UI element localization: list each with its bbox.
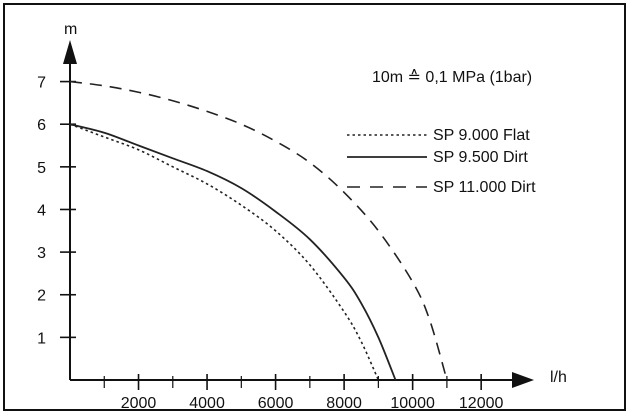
axes [63, 40, 534, 388]
legend-label-0: SP 9.000 Flat [433, 127, 530, 144]
x-axis-label: l/h [550, 369, 567, 386]
x-axis-arrow [512, 372, 534, 388]
x-tick-label-2000: 2000 [121, 395, 157, 412]
ticks: 1 2 3 4 5 6 7 2000 4000 6000 8000 10000 12000 [37, 75, 503, 412]
series-line-1 [69, 123, 397, 381]
x-tick-label-8000: 8000 [326, 395, 362, 412]
y-axis-label: m [64, 21, 77, 38]
x-tick-label-12000: 12000 [459, 395, 504, 412]
y-tick-label-2: 2 [37, 288, 46, 305]
y-tick-label-6: 6 [37, 117, 46, 134]
series-line-0 [69, 123, 380, 381]
y-axis-arrow [63, 40, 77, 64]
y-tick-label-4: 4 [37, 202, 46, 219]
legend-label-1: SP 9.500 Dirt [433, 149, 528, 166]
series-line-2 [69, 80, 448, 381]
y-tick-label-1: 1 [37, 330, 46, 347]
legend: SP 9.000 Flat SP 9.500 Dirt SP 11.000 Dirt [347, 127, 536, 196]
chart-frame [3, 3, 626, 411]
x-tick-label-6000: 6000 [258, 395, 294, 412]
y-tick-label-3: 3 [37, 245, 46, 262]
legend-label-2: SP 11.000 Dirt [433, 179, 536, 196]
unit-annotation: 10m ≙ 0,1 MPa (1bar) [372, 69, 532, 86]
y-tick-label-7: 7 [37, 75, 46, 92]
y-tick-label-5: 5 [37, 160, 46, 177]
x-tick-label-4000: 4000 [189, 395, 225, 412]
curves [69, 80, 448, 381]
x-tick-label-10000: 10000 [390, 395, 435, 412]
